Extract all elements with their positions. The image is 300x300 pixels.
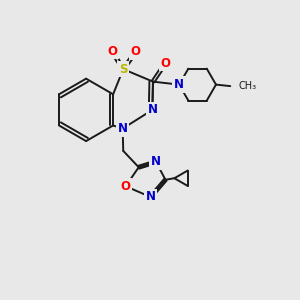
Text: O: O [131,45,141,58]
Text: O: O [107,45,117,58]
Text: CH₃: CH₃ [238,81,257,91]
Text: O: O [160,57,170,70]
Text: O: O [121,180,130,193]
Text: N: N [147,103,158,116]
Text: S: S [119,63,128,76]
Text: N: N [151,155,161,168]
Text: N: N [118,122,128,135]
Text: N: N [146,190,156,203]
Text: N: N [174,78,184,91]
